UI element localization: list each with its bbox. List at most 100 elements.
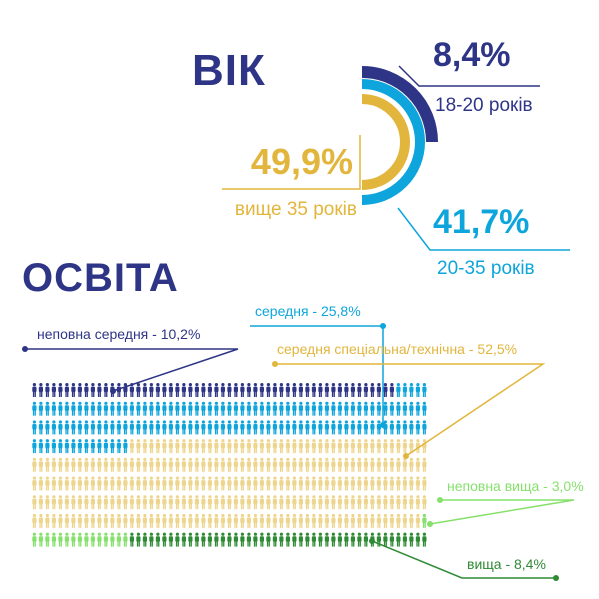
education-leader-dot <box>553 575 559 581</box>
person-icon <box>311 476 316 491</box>
person-icon <box>279 439 284 454</box>
person-icon <box>318 476 323 491</box>
person-icon <box>64 420 69 435</box>
person-icon <box>84 532 89 547</box>
person-icon <box>240 457 245 472</box>
person-icon <box>344 439 349 454</box>
person-icon <box>285 383 290 397</box>
person-icon <box>194 513 199 528</box>
person-icon <box>129 457 134 472</box>
person-icon <box>305 401 310 416</box>
person-icon <box>396 439 401 454</box>
person-icon <box>253 401 258 416</box>
person-icon <box>383 383 388 397</box>
person-icon <box>97 476 102 491</box>
person-icon <box>168 383 173 397</box>
person-icon <box>201 383 206 397</box>
person-icon <box>272 495 277 510</box>
person-icon <box>97 513 102 528</box>
person-icon <box>71 495 76 510</box>
person-icon <box>259 420 264 435</box>
education-leader-line-5 <box>371 540 556 579</box>
person-icon <box>253 383 258 397</box>
education-labels: неповна середня - 10,2% середня - 25,8% се… <box>22 303 584 581</box>
age-value-label-2: 41,7% <box>433 203 529 241</box>
person-icon <box>214 439 219 454</box>
person-icon <box>155 495 160 510</box>
person-icon <box>136 439 141 454</box>
person-icon <box>123 439 128 454</box>
education-category-label-1: неповна середня - 10,2% <box>37 326 200 342</box>
person-icon <box>415 439 420 454</box>
person-icon <box>32 476 37 491</box>
person-icon <box>259 439 264 454</box>
person-icon <box>64 383 69 397</box>
person-icon <box>103 401 108 416</box>
person-icon <box>227 383 232 397</box>
person-icon <box>207 495 212 510</box>
person-icon <box>110 420 115 435</box>
person-icon <box>311 439 316 454</box>
person-icon <box>337 401 342 416</box>
person-icon <box>376 457 381 472</box>
person-icon <box>155 476 160 491</box>
person-icon <box>389 420 394 435</box>
person-icon <box>168 420 173 435</box>
person-icon <box>396 401 401 416</box>
person-icon <box>181 420 186 435</box>
person-icon <box>292 383 297 397</box>
person-icon <box>45 476 50 491</box>
person-icon <box>103 439 108 454</box>
person-icon <box>136 401 141 416</box>
person-icon <box>233 495 238 510</box>
person-icon <box>344 476 349 491</box>
person-icon <box>357 457 362 472</box>
person-icon <box>142 495 147 510</box>
person-icon <box>324 383 329 397</box>
person-icon <box>123 401 128 416</box>
person-icon <box>422 439 427 454</box>
person-icon <box>305 495 310 510</box>
person-icon <box>272 513 277 528</box>
person-icon <box>116 513 121 528</box>
person-icon <box>318 457 323 472</box>
person-icon <box>272 457 277 472</box>
person-icon <box>188 383 193 397</box>
person-icon <box>97 401 102 416</box>
person-icon <box>402 420 407 435</box>
person-icon <box>324 401 329 416</box>
person-icon <box>71 401 76 416</box>
person-icon <box>285 532 290 547</box>
person-icon <box>194 495 199 510</box>
person-icon <box>383 457 388 472</box>
person-icon <box>383 513 388 528</box>
person-icon <box>298 495 303 510</box>
person-icon <box>396 513 401 528</box>
person-icon <box>116 457 121 472</box>
person-icon <box>220 495 225 510</box>
person-icon <box>370 495 375 510</box>
person-icon <box>123 457 128 472</box>
person-icon <box>71 476 76 491</box>
person-icon <box>305 513 310 528</box>
person-icon <box>71 383 76 397</box>
person-icon <box>370 420 375 435</box>
age-leader-line-2 <box>397 207 570 251</box>
person-icon <box>181 476 186 491</box>
person-icon <box>123 476 128 491</box>
person-icon <box>162 513 167 528</box>
person-icon <box>402 401 407 416</box>
person-icon <box>32 383 37 397</box>
person-icon <box>77 401 82 416</box>
person-icon <box>344 420 349 435</box>
person-icon <box>266 476 271 491</box>
person-icon <box>103 532 108 547</box>
person-icon <box>318 439 323 454</box>
person-icon <box>272 476 277 491</box>
person-icon <box>38 401 43 416</box>
person-icon <box>129 513 134 528</box>
person-icon <box>194 439 199 454</box>
person-icon <box>324 476 329 491</box>
person-icon <box>389 476 394 491</box>
